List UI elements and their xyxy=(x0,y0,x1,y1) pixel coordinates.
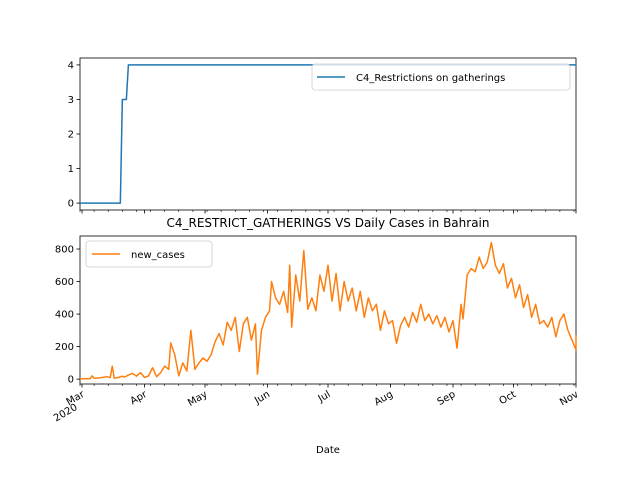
bottom-x-axis-label: Date xyxy=(316,445,340,456)
top-legend: C4_Restrictions on gatherings xyxy=(311,63,571,91)
top-x-ticks xyxy=(79,210,577,214)
y-tick-label: 3 xyxy=(68,95,74,106)
series-line-c4-restrictions xyxy=(80,64,576,204)
y-tick-label: 1 xyxy=(68,164,74,175)
bottom-series-group xyxy=(80,241,577,380)
bottom-legend-label: new_cases xyxy=(131,250,185,261)
bottom-chart-title: C4_RESTRICT_GATHERINGS VS Daily Cases in… xyxy=(167,216,490,230)
bottom-legend: new_cases xyxy=(85,240,213,268)
top-series-group xyxy=(80,64,576,204)
bottom-y-ticks: 0 200 400 600 800 xyxy=(55,245,80,386)
top-legend-label: C4_Restrictions on gatherings xyxy=(356,73,505,84)
series-line-new-cases xyxy=(80,241,577,380)
y-tick-label: 800 xyxy=(55,245,74,256)
y-tick-label: 4 xyxy=(68,60,74,71)
y-tick-label: 0 xyxy=(68,199,74,210)
y-tick-label: 200 xyxy=(55,342,74,353)
top-axes: 0 1 2 3 4 C4_Restrictions on gatherings xyxy=(68,57,577,214)
y-tick-label: 400 xyxy=(55,310,74,321)
top-legend-box xyxy=(311,63,571,91)
top-y-ticks: 0 1 2 3 4 xyxy=(68,60,80,210)
y-tick-label: 0 xyxy=(68,375,74,386)
y-tick-label: 600 xyxy=(55,277,74,288)
bottom-legend-box xyxy=(85,240,213,268)
y-tick-label: 2 xyxy=(68,130,74,141)
